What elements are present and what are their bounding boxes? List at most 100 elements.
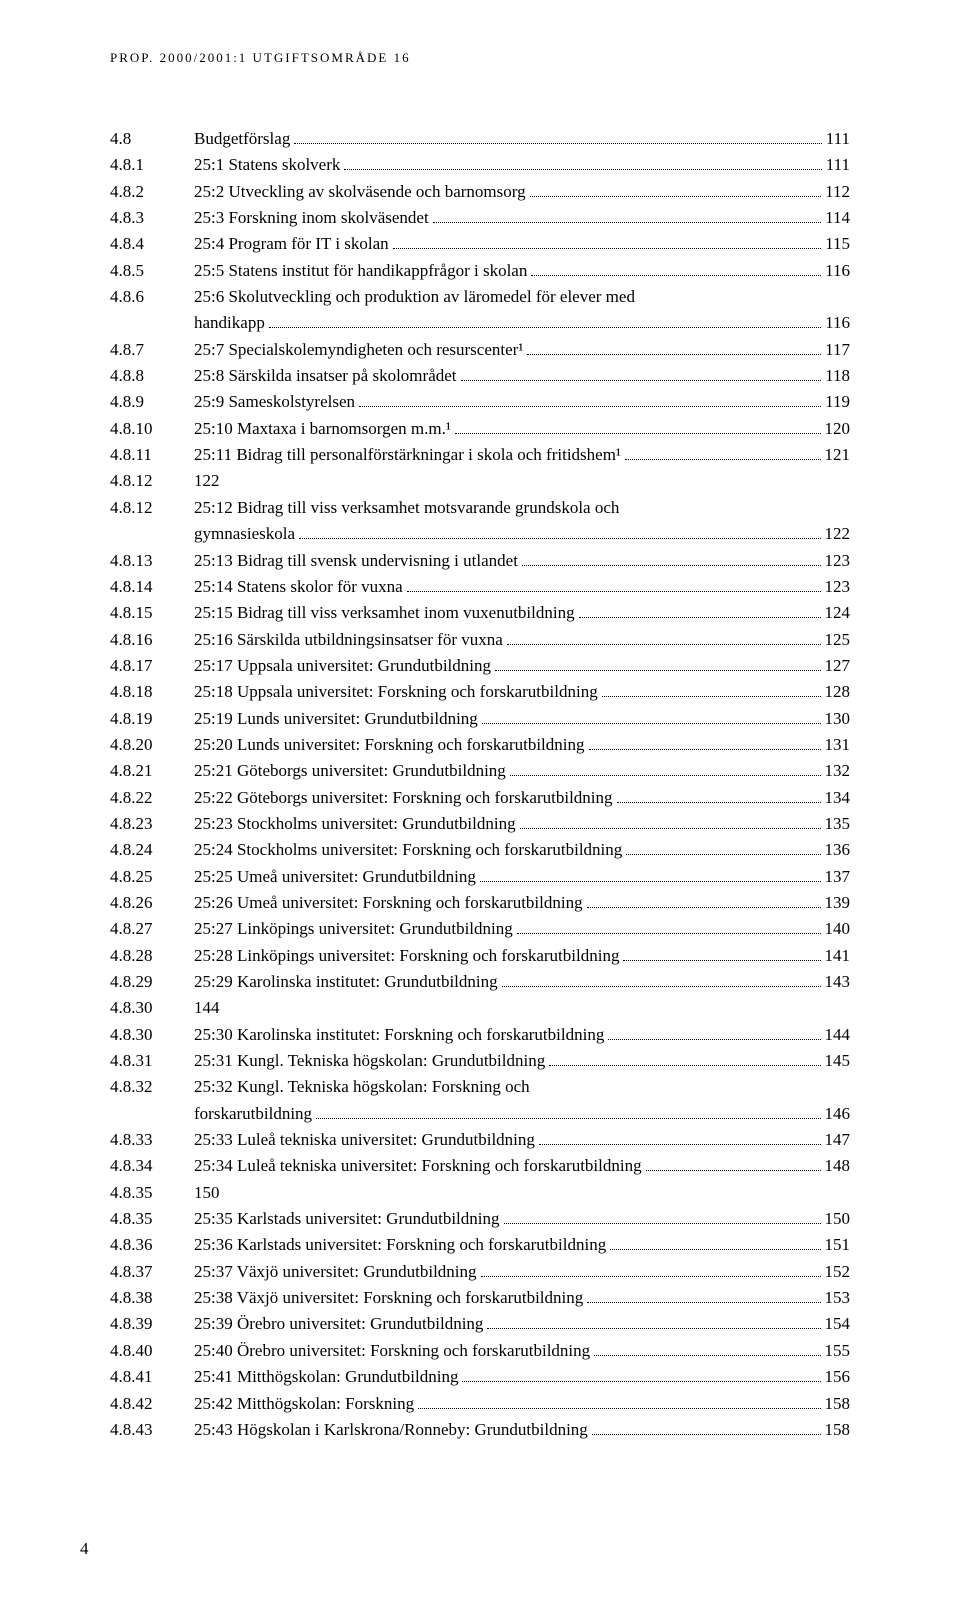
toc-row: 4.8.4325:43 Högskolan i Karlskrona/Ronne…	[110, 1417, 850, 1443]
toc-entry-title: 25:35 Karlstads universitet: Grundutbild…	[194, 1206, 500, 1232]
toc-entry-title: 25:29 Karolinska institutet: Grundutbild…	[194, 969, 498, 995]
toc-leader	[482, 723, 821, 724]
toc-section-number: 4.8.24	[110, 837, 194, 863]
toc-section-number: 4.8.22	[110, 785, 194, 811]
toc-page-ref: 120	[825, 416, 851, 442]
toc-row: 4.8.3825:38 Växjö universitet: Forskning…	[110, 1285, 850, 1311]
toc-page-ref: 156	[825, 1364, 851, 1390]
toc-leader	[646, 1170, 821, 1171]
toc-page-ref: 154	[825, 1311, 851, 1337]
toc-row: 4.8.2825:28 Linköpings universitet: Fors…	[110, 943, 850, 969]
toc-page-ref: 141	[825, 943, 851, 969]
toc-page-ref: 139	[825, 890, 851, 916]
toc-page-ref: 145	[825, 1048, 851, 1074]
toc-section-number: 4.8	[110, 126, 194, 152]
toc-entry-title: 25:10 Maxtaxa i barnomsorgen m.m.¹	[194, 416, 451, 442]
toc-section-number: 4.8.6	[110, 284, 194, 310]
toc-section-number: 4.8.12	[110, 468, 194, 494]
toc-page-ref: 112	[825, 179, 850, 205]
toc-leader	[549, 1065, 820, 1066]
toc-row: 4.8.6handikapp116	[110, 310, 850, 336]
toc-section-number: 4.8.7	[110, 337, 194, 363]
toc-section-number: 4.8.23	[110, 811, 194, 837]
toc-row: 4.8.125:1 Statens skolverk111	[110, 152, 850, 178]
toc-leader	[462, 1381, 820, 1382]
toc-entry-title: 25:32 Kungl. Tekniska högskolan: Forskni…	[194, 1074, 530, 1100]
toc-page-ref: 143	[825, 969, 851, 995]
toc-page-ref: 114	[825, 205, 850, 231]
toc-section-number: 4.8.2	[110, 179, 194, 205]
toc-entry-title: 25:28 Linköpings universitet: Forskning …	[194, 943, 619, 969]
toc-leader	[522, 565, 821, 566]
toc-section-number: 4.8.17	[110, 653, 194, 679]
toc-section-number: 4.8.9	[110, 389, 194, 415]
toc-leader	[623, 960, 820, 961]
toc-entry-title: 25:33 Luleå tekniska universitet: Grundu…	[194, 1127, 535, 1153]
toc-row: 4.8.3225:32 Kungl. Tekniska högskolan: F…	[110, 1074, 850, 1100]
toc-row: 4.8Budgetförslag111	[110, 126, 850, 152]
table-of-contents: 4.8Budgetförslag1114.8.125:1 Statens sko…	[110, 126, 850, 1443]
page-number: 4	[80, 1539, 89, 1559]
toc-row: 4.8.925:9 Sameskolstyrelsen119	[110, 389, 850, 415]
toc-row: 4.8.625:6 Skolutveckling och produktion …	[110, 284, 850, 310]
toc-entry-title: 25:15 Bidrag till viss verksamhet inom v…	[194, 600, 575, 626]
toc-leader	[507, 644, 821, 645]
toc-section-number: 4.8.37	[110, 1259, 194, 1285]
toc-page-ref: 116	[825, 310, 850, 336]
toc-section-number: 4.8.10	[110, 416, 194, 442]
toc-row: 4.8.2225:22 Göteborgs universitet: Forsk…	[110, 785, 850, 811]
toc-entry-title: 25:27 Linköpings universitet: Grundutbil…	[194, 916, 513, 942]
toc-page-ref: 150	[825, 1206, 851, 1232]
toc-section-number: 4.8.42	[110, 1391, 194, 1417]
toc-entry-title: gymnasieskola	[194, 521, 295, 547]
toc-section-number: 4.8.14	[110, 574, 194, 600]
toc-row: 4.8.4125:41 Mitthögskolan: Grundutbildni…	[110, 1364, 850, 1390]
toc-row: 4.8.3125:31 Kungl. Tekniska högskolan: G…	[110, 1048, 850, 1074]
toc-section-number: 4.8.31	[110, 1048, 194, 1074]
toc-page-ref: 152	[825, 1259, 851, 1285]
toc-entry-title: 122	[194, 468, 220, 494]
toc-entry-title: 25:41 Mitthögskolan: Grundutbildning	[194, 1364, 458, 1390]
toc-row: 4.8.3425:34 Luleå tekniska universitet: …	[110, 1153, 850, 1179]
toc-page-ref: 111	[826, 152, 850, 178]
toc-leader	[517, 933, 821, 934]
toc-row: 4.8.12122	[110, 468, 850, 494]
toc-page-ref: 155	[825, 1338, 851, 1364]
toc-row: 4.8.3625:36 Karlstads universitet: Forsk…	[110, 1232, 850, 1258]
toc-section-number: 4.8.27	[110, 916, 194, 942]
toc-section-number: 4.8.3	[110, 205, 194, 231]
toc-row: 4.8.1425:14 Statens skolor för vuxna123	[110, 574, 850, 600]
toc-row: 4.8.3725:37 Växjö universitet: Grundutbi…	[110, 1259, 850, 1285]
toc-entry-title: 25:21 Göteborgs universitet: Grundutbild…	[194, 758, 506, 784]
toc-section-number: 4.8.33	[110, 1127, 194, 1153]
toc-entry-title: 25:42 Mitthögskolan: Forskning	[194, 1391, 414, 1417]
toc-page-ref: 158	[825, 1417, 851, 1443]
toc-leader	[527, 354, 821, 355]
toc-row: 4.8.1925:19 Lunds universitet: Grundutbi…	[110, 706, 850, 732]
toc-leader	[530, 196, 822, 197]
toc-row: 4.8.35150	[110, 1180, 850, 1206]
toc-section-number: 4.8.20	[110, 732, 194, 758]
toc-entry-title: 25:40 Örebro universitet: Forskning och …	[194, 1338, 590, 1364]
toc-row: 4.8.3025:30 Karolinska institutet: Forsk…	[110, 1022, 850, 1048]
toc-row: 4.8.2725:27 Linköpings universitet: Grun…	[110, 916, 850, 942]
toc-leader	[608, 1039, 820, 1040]
toc-row: 4.8.1125:11 Bidrag till personalförstärk…	[110, 442, 850, 468]
toc-section-number: 4.8.43	[110, 1417, 194, 1443]
toc-row: 4.8.12gymnasieskola122	[110, 521, 850, 547]
toc-entry-title: 25:30 Karolinska institutet: Forskning o…	[194, 1022, 604, 1048]
toc-entry-title: 25:9 Sameskolstyrelsen	[194, 389, 355, 415]
toc-leader	[520, 828, 821, 829]
toc-section-number: 4.8.41	[110, 1364, 194, 1390]
toc-entry-title: 25:38 Växjö universitet: Forskning och f…	[194, 1285, 583, 1311]
toc-row: 4.8.1725:17 Uppsala universitet: Grundut…	[110, 653, 850, 679]
toc-entry-title: 25:23 Stockholms universitet: Grundutbil…	[194, 811, 516, 837]
toc-page-ref: 147	[825, 1127, 851, 1153]
toc-entry-title: 25:24 Stockholms universitet: Forskning …	[194, 837, 622, 863]
toc-row: 4.8.3325:33 Luleå tekniska universitet: …	[110, 1127, 850, 1153]
toc-section-number: 4.8.4	[110, 231, 194, 257]
toc-entry-title: 25:34 Luleå tekniska universitet: Forskn…	[194, 1153, 642, 1179]
toc-entry-title: 25:13 Bidrag till svensk undervisning i …	[194, 548, 518, 574]
toc-row: 4.8.30144	[110, 995, 850, 1021]
toc-row: 4.8.1825:18 Uppsala universitet: Forskni…	[110, 679, 850, 705]
